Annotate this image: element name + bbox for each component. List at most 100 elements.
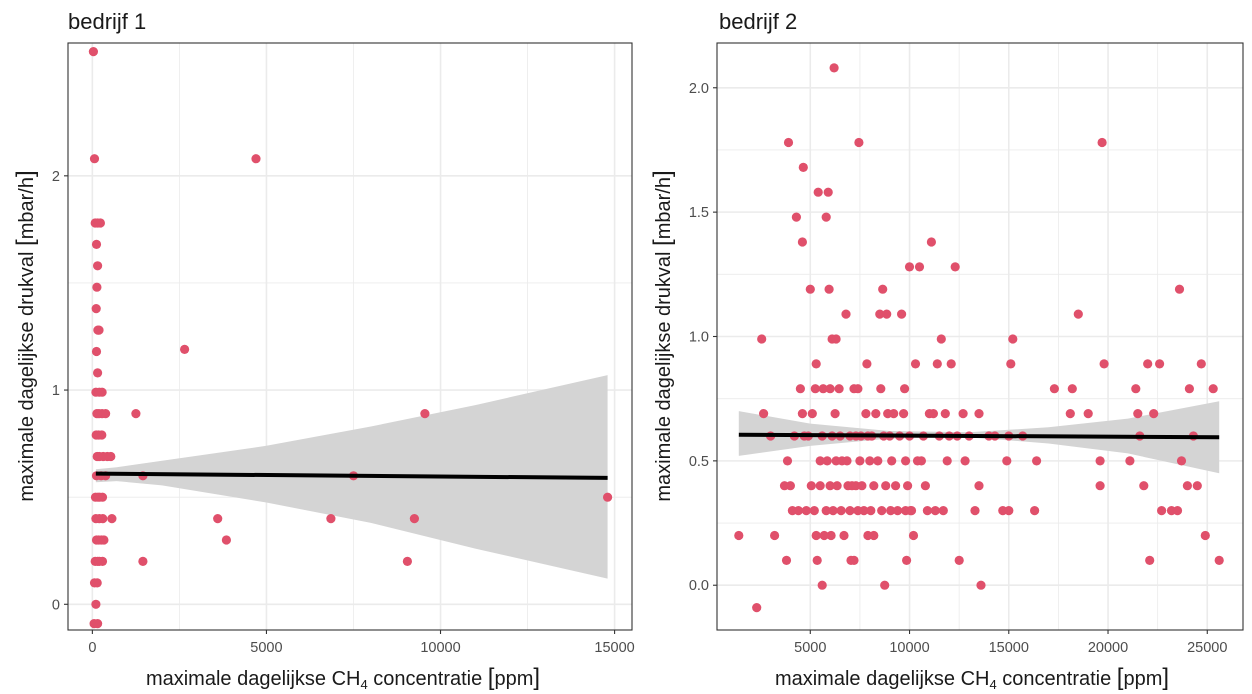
data-point (93, 368, 103, 378)
data-point (783, 137, 794, 148)
data-point (1196, 359, 1206, 369)
data-point (854, 137, 864, 148)
data-point (251, 154, 261, 164)
data-point (928, 409, 939, 419)
data-point (880, 580, 890, 590)
data-point (815, 481, 825, 491)
data-point (869, 530, 879, 541)
data-point (107, 514, 117, 524)
data-point (877, 506, 887, 516)
data-point (815, 456, 825, 466)
data-point (817, 580, 827, 590)
data-point (1139, 481, 1149, 491)
data-point (829, 63, 839, 73)
data-point (1208, 384, 1218, 394)
data-point (826, 530, 836, 541)
data-point (97, 492, 108, 502)
data-point (1006, 359, 1016, 369)
data-point (841, 309, 851, 319)
data-point (785, 481, 796, 491)
data-point (91, 599, 101, 609)
data-point (887, 456, 897, 466)
data-point (839, 530, 849, 541)
data-point (932, 359, 942, 369)
data-point (752, 603, 762, 613)
data-point (1125, 456, 1135, 466)
y-tick-label: 1.0 (689, 330, 709, 346)
data-point (1049, 384, 1059, 394)
data-point (938, 506, 948, 516)
data-point (904, 262, 915, 272)
data-point (801, 506, 811, 516)
data-point (326, 514, 336, 524)
data-point (91, 346, 102, 357)
data-point (138, 556, 148, 567)
data-point (889, 409, 899, 419)
data-point (891, 481, 901, 491)
data-point (819, 530, 829, 541)
data-point (1131, 384, 1141, 394)
data-point (770, 530, 780, 541)
data-point (859, 506, 869, 516)
plot-area-1: 0 5000 10000 15000 0 1 2 (52, 42, 635, 656)
data-point (1004, 506, 1014, 516)
data-point (878, 284, 888, 294)
data-point (882, 309, 892, 319)
data-point (910, 359, 921, 369)
data-point (886, 506, 896, 516)
data-point (831, 334, 841, 344)
data-point (893, 506, 903, 516)
data-point (824, 284, 834, 294)
data-point (180, 344, 190, 354)
data-point (793, 506, 804, 516)
data-point (89, 154, 100, 164)
y-tick-label: 0.5 (689, 454, 709, 470)
data-point (1172, 506, 1183, 516)
data-point (861, 409, 871, 419)
data-point (101, 409, 111, 419)
data-point (1176, 456, 1187, 466)
data-point (781, 555, 792, 566)
data-point (88, 47, 98, 57)
data-point (821, 212, 831, 222)
y-tick-label: 2.0 (689, 81, 709, 97)
data-point (1095, 481, 1105, 491)
x-tick-label: 20000 (1088, 640, 1128, 656)
data-point (974, 481, 984, 491)
regression-line-1 (95, 471, 608, 480)
data-point (213, 514, 223, 524)
data-point (1143, 359, 1153, 369)
data-point (865, 456, 875, 466)
data-point (97, 430, 107, 440)
panel-bedrijf-1: bedrijf 1 0 5000 10000 15000 0 1 2 maximale da… (12, 9, 635, 692)
data-point (791, 212, 802, 222)
data-point (916, 456, 927, 466)
data-point (106, 451, 116, 462)
data-point (908, 530, 919, 541)
data-point (857, 481, 867, 491)
data-point (93, 619, 103, 629)
data-point (131, 409, 141, 419)
data-point (1184, 384, 1194, 394)
data-point (1065, 409, 1075, 419)
data-point (759, 409, 769, 419)
data-point (94, 325, 104, 335)
data-point (92, 282, 102, 292)
data-point (420, 409, 430, 419)
data-point (810, 384, 820, 394)
data-point (942, 456, 952, 466)
y-axis-label-2: maximale dagelijkse drukval [mbar/h] (649, 170, 676, 501)
data-point (811, 530, 821, 541)
data-point (823, 187, 833, 197)
data-point (798, 162, 808, 172)
panel-title-1: bedrijf 1 (68, 9, 146, 34)
panel-bedrijf-2: bedrijf 2 5000 10000 15000 20000 25000 0.0 0.5… (649, 9, 1244, 692)
panel-border-1 (67, 42, 633, 631)
data-point (862, 359, 872, 369)
x-axis-label-1: maximale dagelijkse CH4 concentratie [pp… (146, 664, 540, 692)
panel-title-2: bedrijf 2 (719, 9, 797, 34)
data-point (954, 555, 964, 566)
data-point (875, 309, 885, 319)
data-point (1002, 456, 1012, 466)
data-point (93, 261, 103, 271)
